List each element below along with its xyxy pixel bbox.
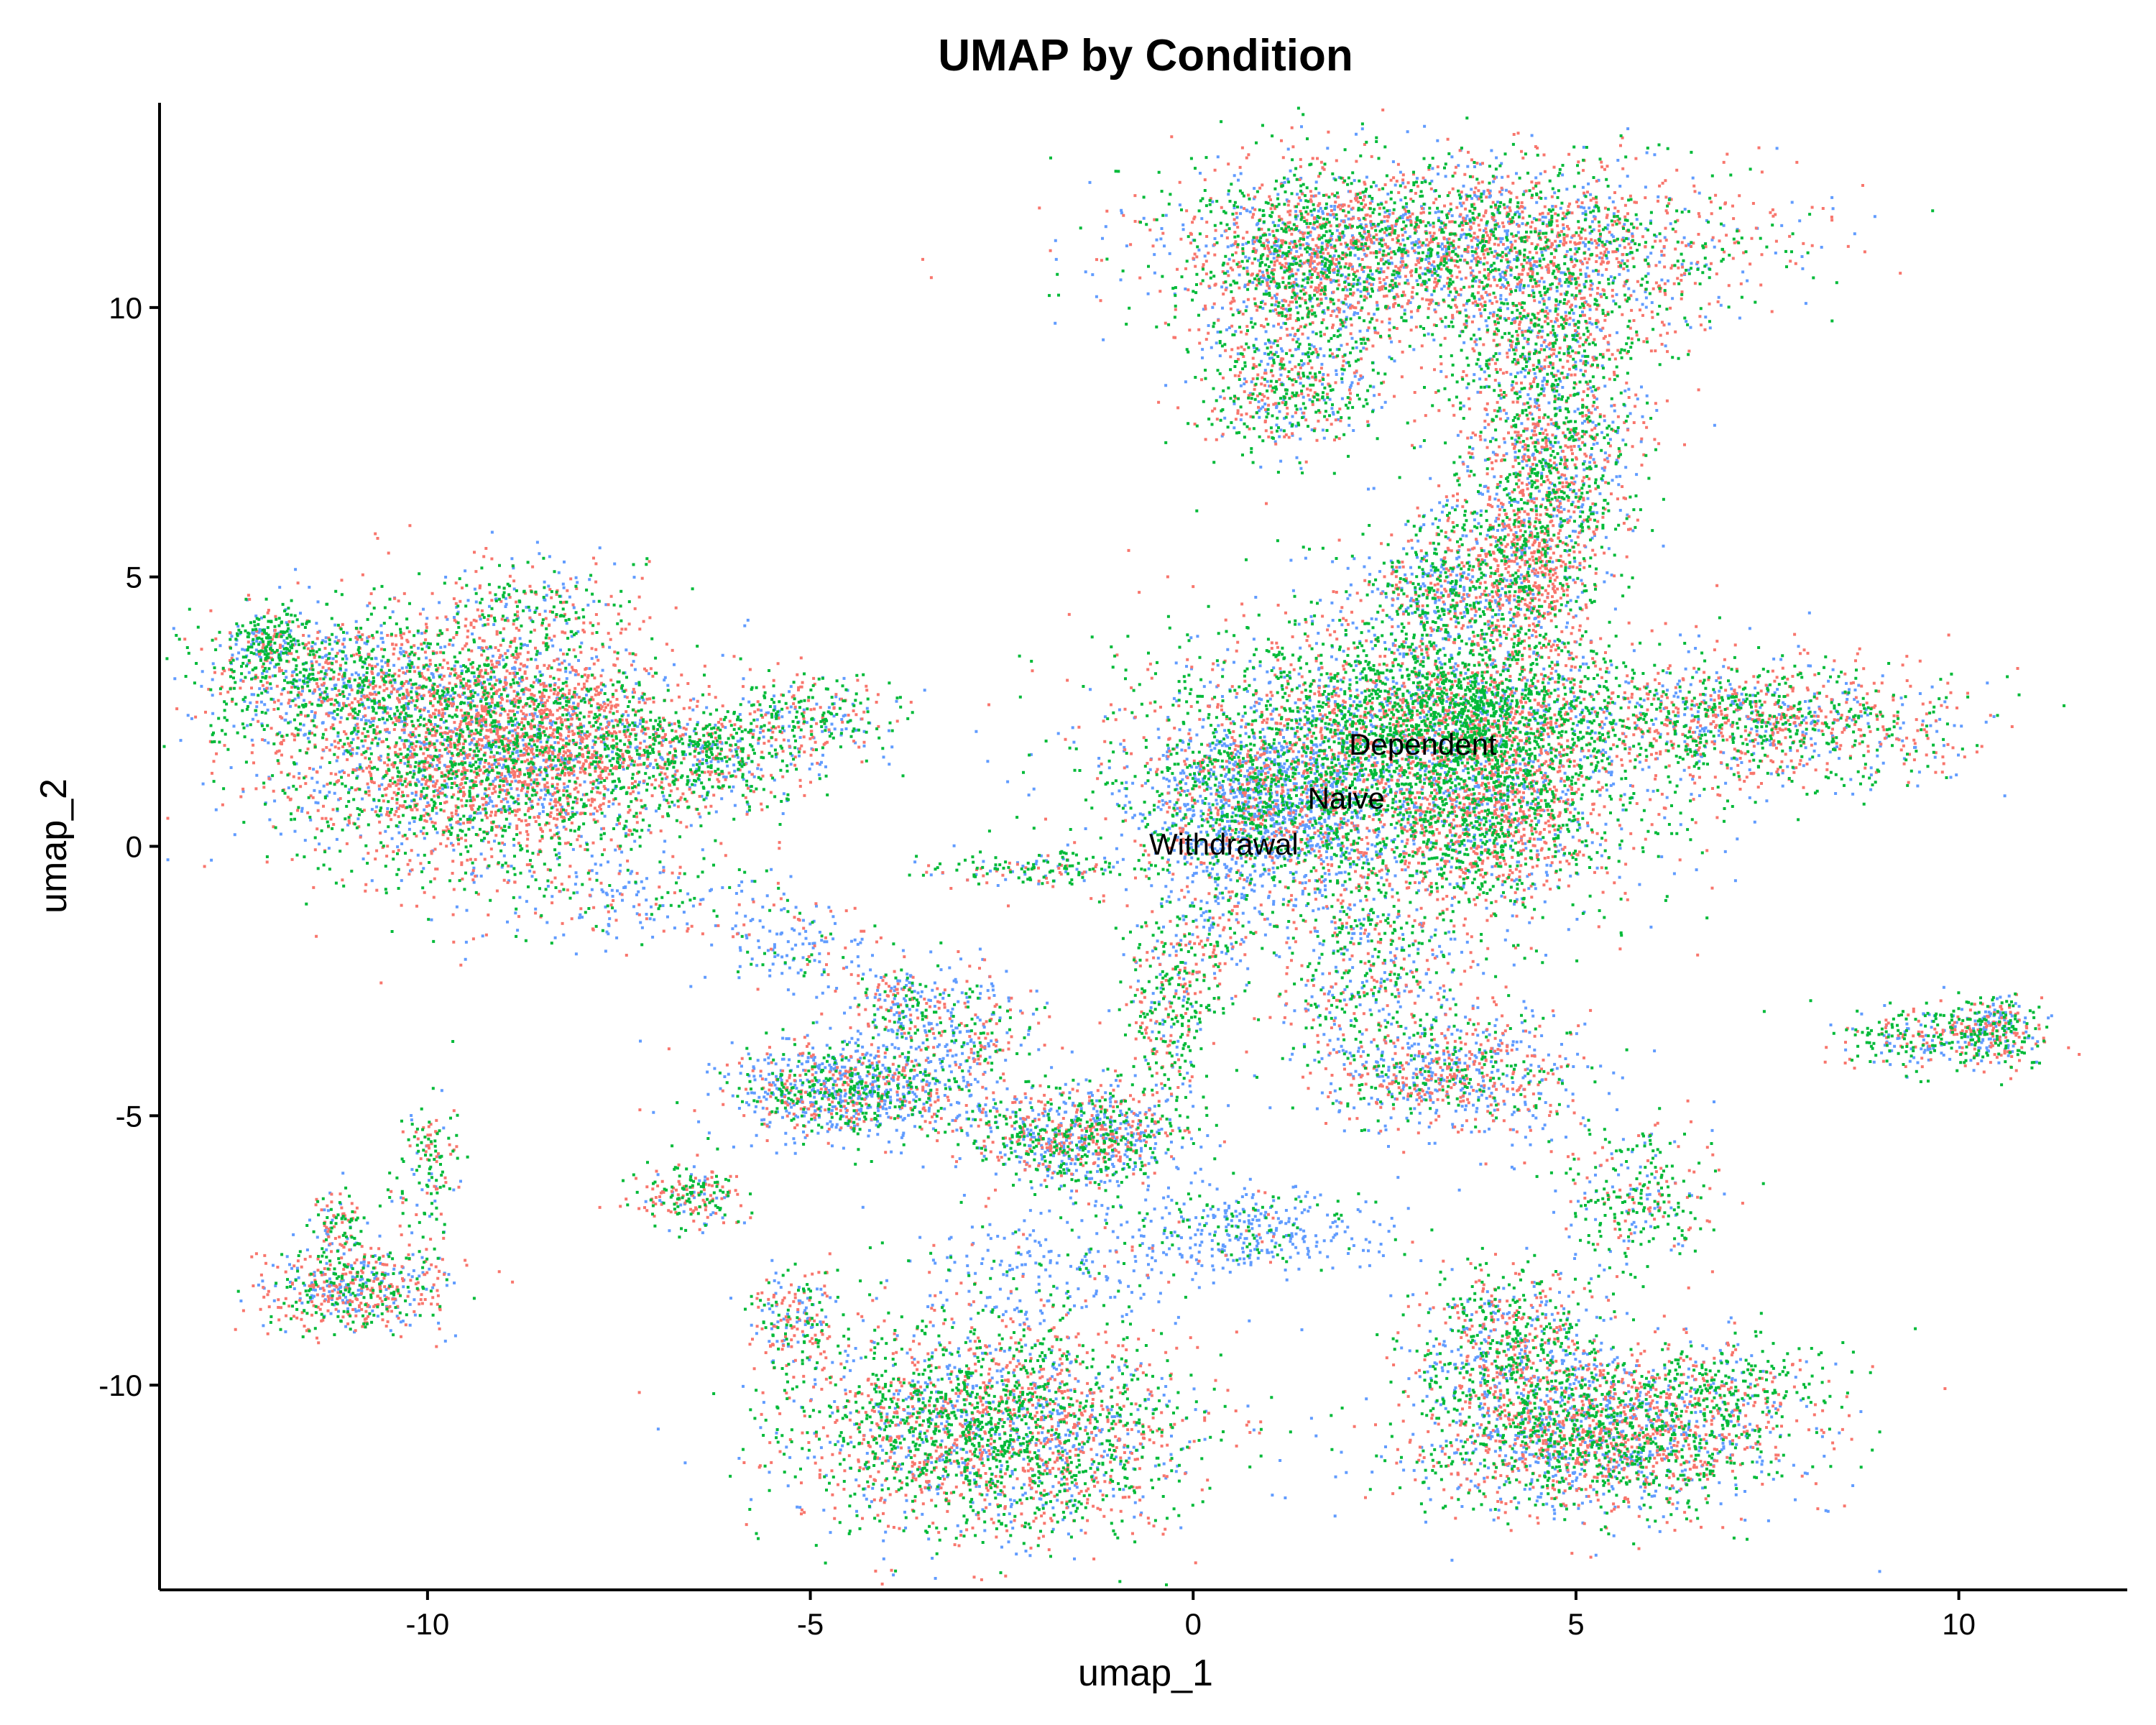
group-label-dependent: Dependent [1349, 727, 1497, 761]
points-layer [162, 106, 2081, 1586]
points-naive [162, 106, 2065, 1586]
x-tick-label: 10 [1942, 1607, 1976, 1641]
chart-title: UMAP by Condition [938, 31, 1353, 80]
x-tick-label: 5 [1567, 1607, 1584, 1641]
x-tick-label: -10 [406, 1607, 450, 1641]
points-withdrawal [166, 124, 2053, 1580]
y-tick-label: 5 [126, 561, 142, 594]
y-tick-label: 0 [126, 830, 142, 864]
x-tick-label: -5 [797, 1607, 824, 1641]
y-axis-label: umap_2 [33, 778, 75, 914]
y-tick-label: -10 [98, 1368, 142, 1402]
x-axis-label: umap_1 [1078, 1652, 1213, 1694]
y-ticks: -10 -5 0 5 10 [98, 291, 160, 1402]
group-label-naive: Naive [1308, 781, 1385, 815]
group-label-withdrawal: Withdrawal [1149, 827, 1299, 861]
y-tick-label: 10 [109, 291, 142, 325]
x-tick-label: 0 [1185, 1607, 1202, 1641]
y-tick-label: -5 [116, 1099, 142, 1133]
group-labels: Dependent Naive Withdrawal [1149, 727, 1497, 861]
x-ticks: -10 -5 0 5 10 [406, 1590, 1976, 1641]
